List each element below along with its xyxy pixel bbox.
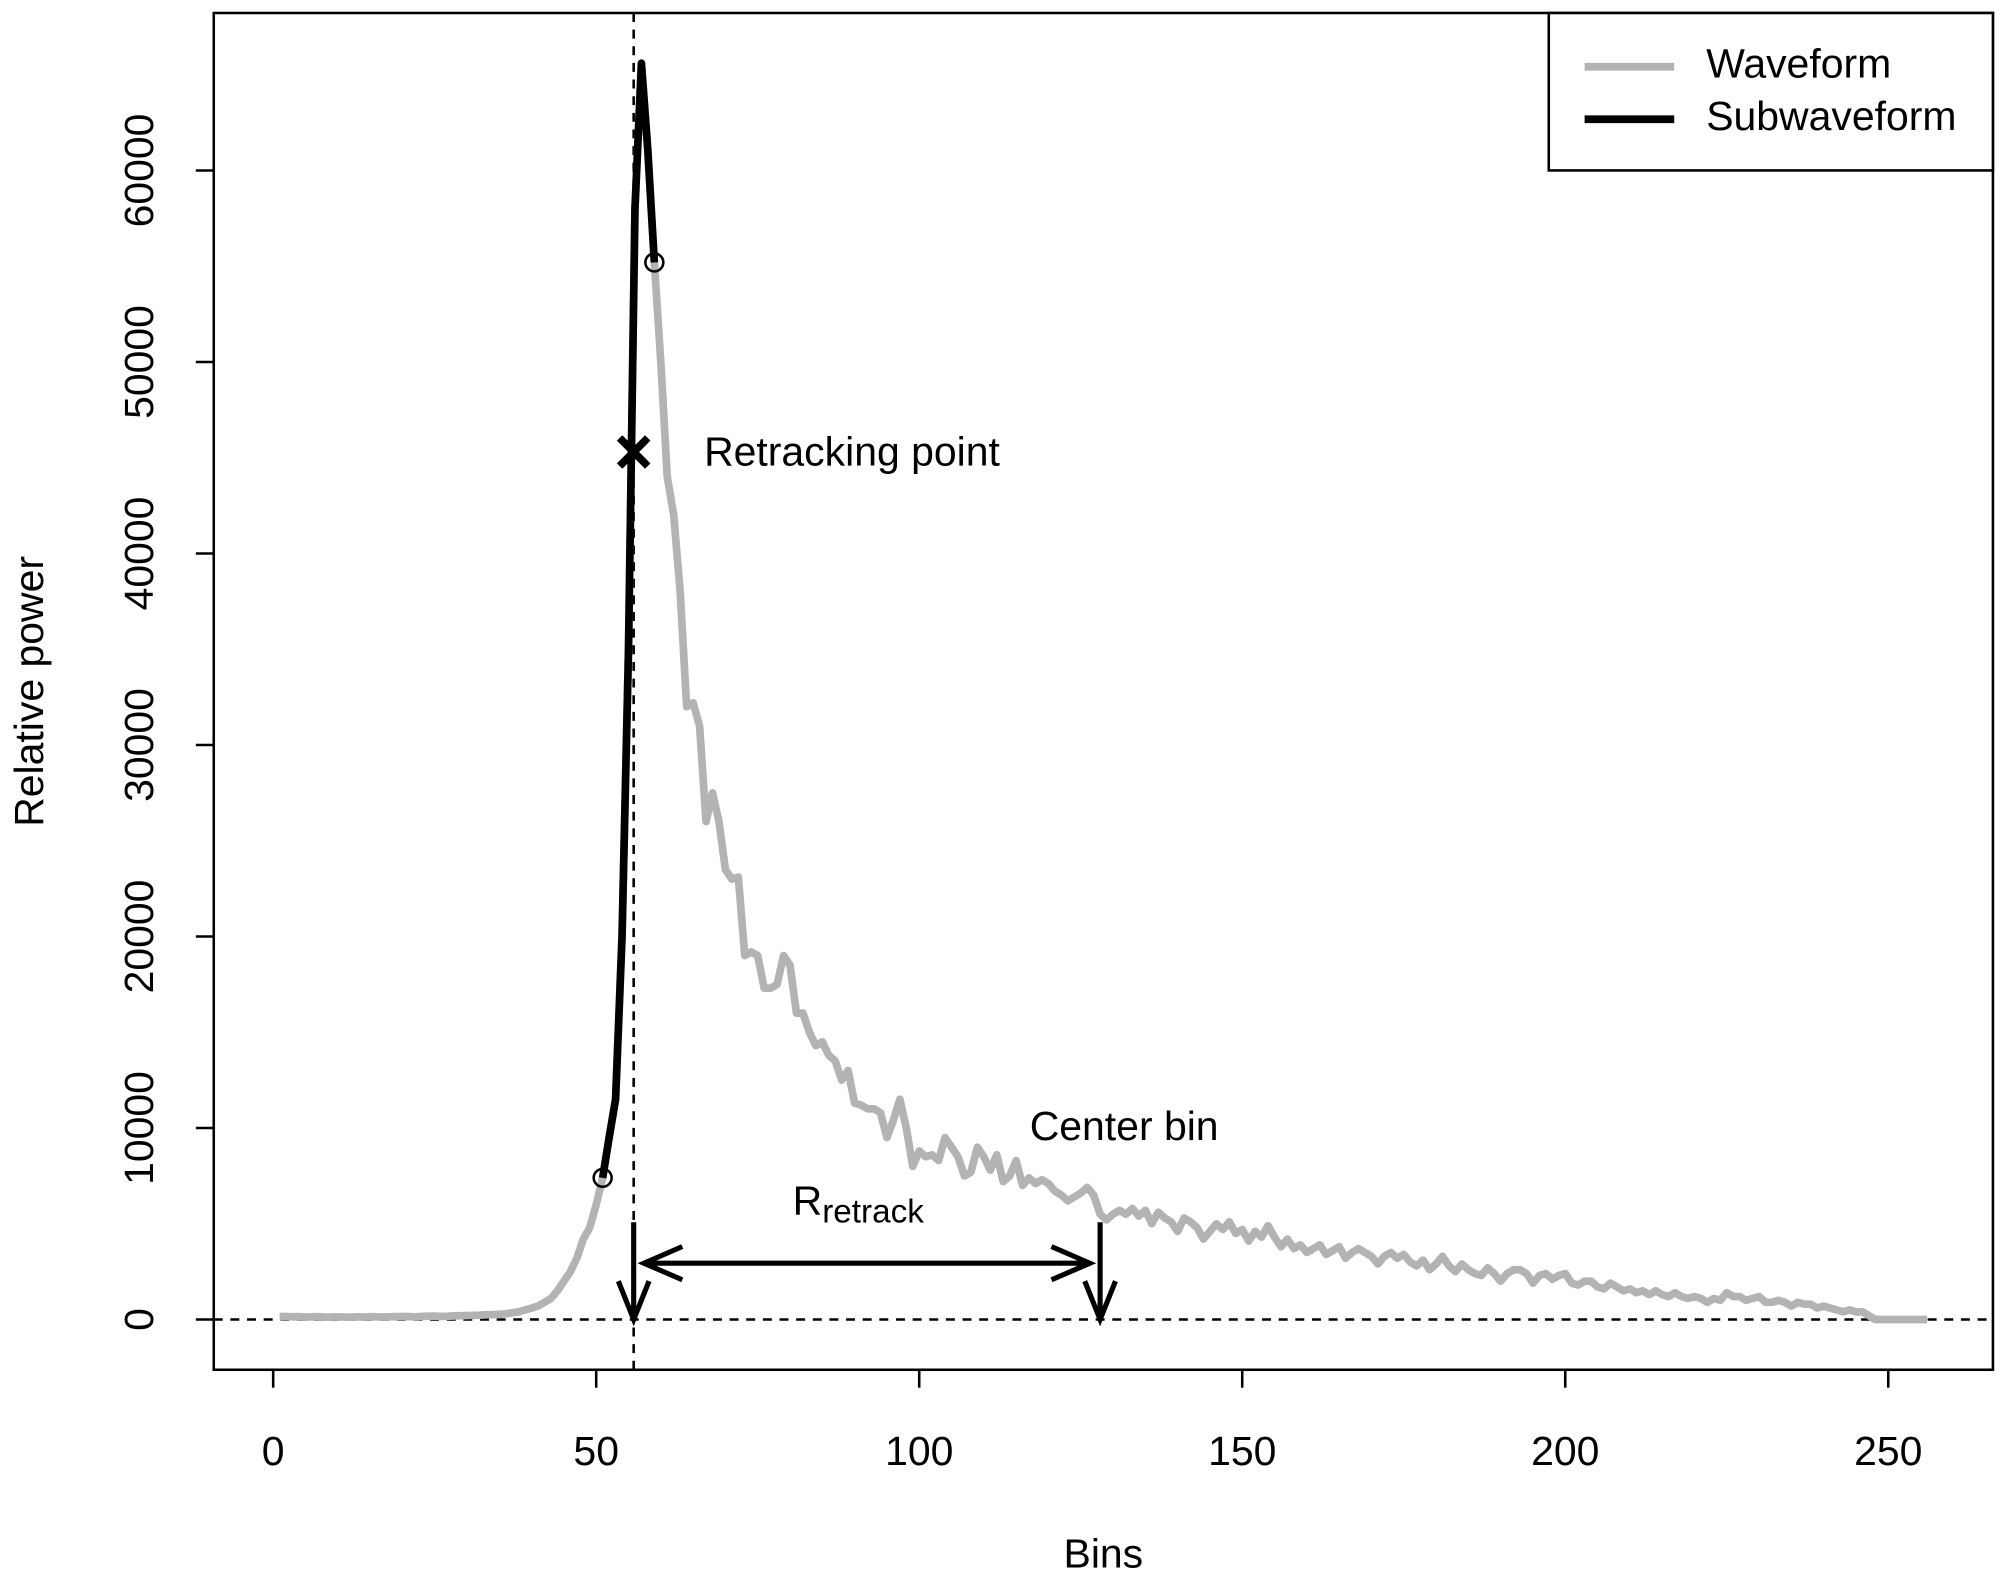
subwaveform-endpoint [644, 252, 665, 273]
series-line [279, 59, 1928, 1324]
legend-label: Waveform [1706, 41, 1891, 87]
x-tick-label: 50 [573, 1428, 619, 1474]
x-tick-label: 250 [1854, 1428, 1922, 1474]
y-axis-title: Relative power [6, 556, 52, 827]
x-tick-label: 150 [1208, 1428, 1276, 1474]
x-tick-label: 200 [1531, 1428, 1599, 1474]
x-tick-label: 0 [262, 1428, 285, 1474]
center-bin-label: Center bin [1030, 1103, 1219, 1149]
center-bin-arrow [1082, 1222, 1118, 1327]
y-tick-label: 0 [116, 1308, 162, 1331]
plot-frame [212, 11, 1995, 1372]
x-axis-title: Bins [1064, 1530, 1144, 1576]
series-line [598, 59, 659, 1179]
retracking-arrow [615, 1222, 652, 1327]
x-tick-label: 100 [885, 1428, 953, 1474]
range-arrow [637, 1244, 1097, 1283]
legend-box [1547, 11, 1995, 172]
y-tick-label: 30000 [116, 688, 162, 802]
range-label-subscript: retrack [822, 1193, 924, 1230]
retracking-point [616, 435, 651, 469]
y-tick-label: 40000 [116, 497, 162, 611]
retracking-label: Retracking point [704, 428, 1000, 474]
y-tick-label: 50000 [116, 305, 162, 419]
subwaveform-endpoint [592, 1167, 613, 1189]
y-tick-label: 60000 [116, 114, 162, 228]
y-tick-label: 20000 [116, 880, 162, 994]
legend-label: Subwaveform [1706, 93, 1956, 139]
range-label-main: R [793, 1177, 823, 1223]
y-tick-label: 10000 [116, 1071, 162, 1185]
range-label: Rretrack [793, 1177, 925, 1230]
